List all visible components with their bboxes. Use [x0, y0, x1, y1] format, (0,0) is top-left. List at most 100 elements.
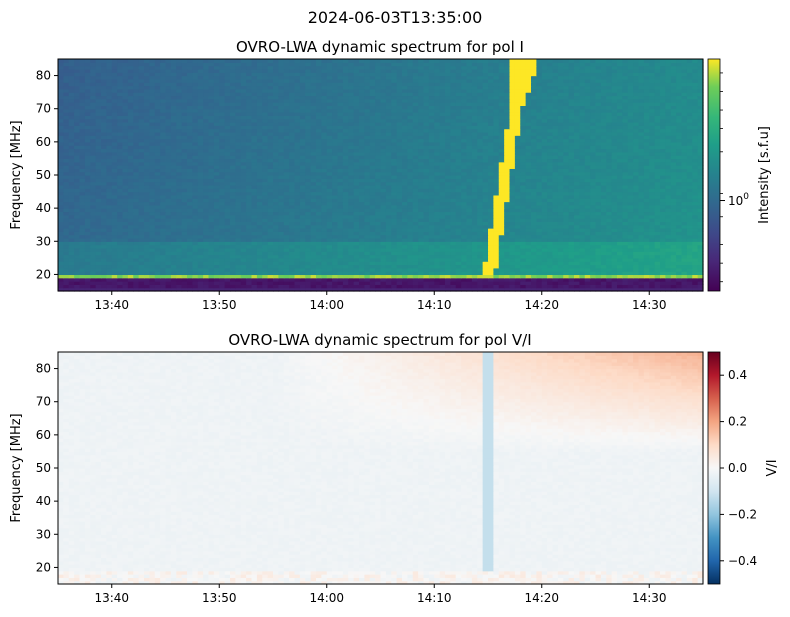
spectrogram-cell [251, 228, 258, 232]
spectrogram-cell [498, 254, 505, 259]
spectrogram-cell [681, 251, 688, 256]
spectrogram-cell [79, 251, 86, 256]
spectrogram-cell [58, 231, 64, 236]
spectrogram-cell [579, 287, 586, 292]
spectrogram-cell [273, 261, 279, 266]
spectrogram-cell [418, 247, 425, 252]
spectrogram-cell [310, 271, 317, 276]
spectrogram-cell [654, 247, 661, 252]
spectrogram-cell [450, 274, 457, 279]
spectrogram-cell [434, 284, 441, 289]
spectrogram-cell [122, 281, 129, 285]
spectrogram-cell [504, 284, 511, 289]
spectrogram-cell [611, 237, 618, 242]
spectrogram-cell [246, 244, 253, 249]
spectrogram-cell [649, 247, 656, 252]
spectrogram-cell [133, 241, 140, 246]
spectrogram-cell [466, 284, 473, 289]
spectrogram-cell [246, 241, 253, 246]
spectrogram-cell [84, 237, 91, 242]
spectrogram-cell [600, 264, 607, 269]
spectrogram-cell [654, 264, 661, 269]
spectrogram-cell [633, 234, 640, 239]
spectrogram-cell [230, 271, 236, 276]
spectrogram-cell [122, 237, 129, 242]
spectrogram-cell [154, 254, 161, 259]
spectrogram-cell [412, 234, 419, 239]
spectrogram-cell [627, 254, 634, 259]
spectrogram-cell [267, 224, 274, 229]
spectrogram-cell [482, 271, 489, 276]
spectrogram-cell [154, 241, 161, 246]
spectrogram-cell [450, 221, 457, 226]
spectrogram-cell [219, 231, 226, 236]
spectrogram-cell [187, 247, 193, 252]
spectrogram-cell [262, 261, 269, 266]
spectrogram-cell [251, 241, 258, 246]
spectrogram-cell [256, 277, 263, 282]
spectrogram-cell [611, 221, 618, 226]
spectrogram-cell [111, 234, 118, 239]
spectrogram-cell [439, 271, 446, 276]
spectrogram-cell [251, 251, 258, 256]
spectrogram-cell [418, 267, 425, 272]
spectrogram-cell [428, 274, 435, 279]
spectrogram-cell [493, 257, 500, 262]
spectrogram-cell [316, 257, 322, 262]
spectrogram-cell [412, 287, 419, 292]
spectrogram-cell [428, 241, 435, 246]
spectrogram-cell [262, 277, 269, 282]
spectrogram-cell [450, 271, 457, 276]
spectrogram-cell [396, 274, 403, 279]
spectrogram-cell [240, 251, 247, 256]
spectrogram-cell [385, 254, 392, 259]
spectrogram-cell [697, 264, 704, 269]
spectrogram-cell [364, 254, 371, 259]
spectrogram-cell [305, 257, 312, 262]
spectrogram-cell [557, 221, 564, 226]
spectrogram-cell [160, 231, 167, 236]
spectrogram-cell [187, 241, 193, 246]
spectrogram-cell [498, 224, 505, 229]
spectrogram-cell [144, 254, 150, 259]
spectrogram-cell [622, 221, 629, 226]
spectrogram-cell [681, 231, 688, 236]
spectrogram-cell [117, 281, 124, 285]
spectrogram-cell [461, 234, 468, 239]
spectrogram-cell [536, 228, 543, 232]
spectrogram-cell [348, 221, 355, 226]
spectrogram-cell [235, 237, 242, 242]
spectrogram-cell [230, 274, 236, 279]
spectrogram-cell [353, 241, 360, 246]
spectrogram-cell [149, 261, 156, 266]
spectrogram-cell [617, 267, 623, 272]
spectrogram-cell [686, 241, 693, 246]
spectrogram-cell [627, 237, 634, 242]
spectrogram-cell [246, 277, 253, 282]
spectrogram-cell [531, 234, 537, 239]
spectrogram-cell [101, 281, 107, 285]
spectrogram-cell [563, 264, 570, 269]
spectrogram-cell [332, 234, 339, 239]
spectrogram-cell [213, 274, 220, 279]
spectrogram-cell [611, 264, 618, 269]
spectrogram-cell [455, 267, 462, 272]
spectrogram-cell [461, 241, 468, 246]
spectrogram-cell [127, 224, 134, 229]
spectrogram-cell [638, 251, 645, 256]
spectrogram-cell [482, 277, 489, 282]
spectrogram-cell [187, 244, 193, 249]
spectrogram-cell [660, 231, 666, 236]
spectrogram-cell [568, 221, 575, 226]
spectrogram-cell [348, 251, 355, 256]
spectrogram-cell [611, 261, 618, 266]
spectrogram-cell [332, 271, 339, 276]
spectrogram-cell [197, 271, 204, 276]
spectrogram-cell [595, 224, 602, 229]
spectrogram-cell [595, 277, 602, 282]
spectrogram-cell [498, 221, 505, 226]
spectrogram-cell [321, 247, 328, 252]
spectrogram-cell [482, 251, 489, 256]
spectrogram-cell [461, 244, 468, 249]
spectrogram-cell [256, 264, 263, 269]
